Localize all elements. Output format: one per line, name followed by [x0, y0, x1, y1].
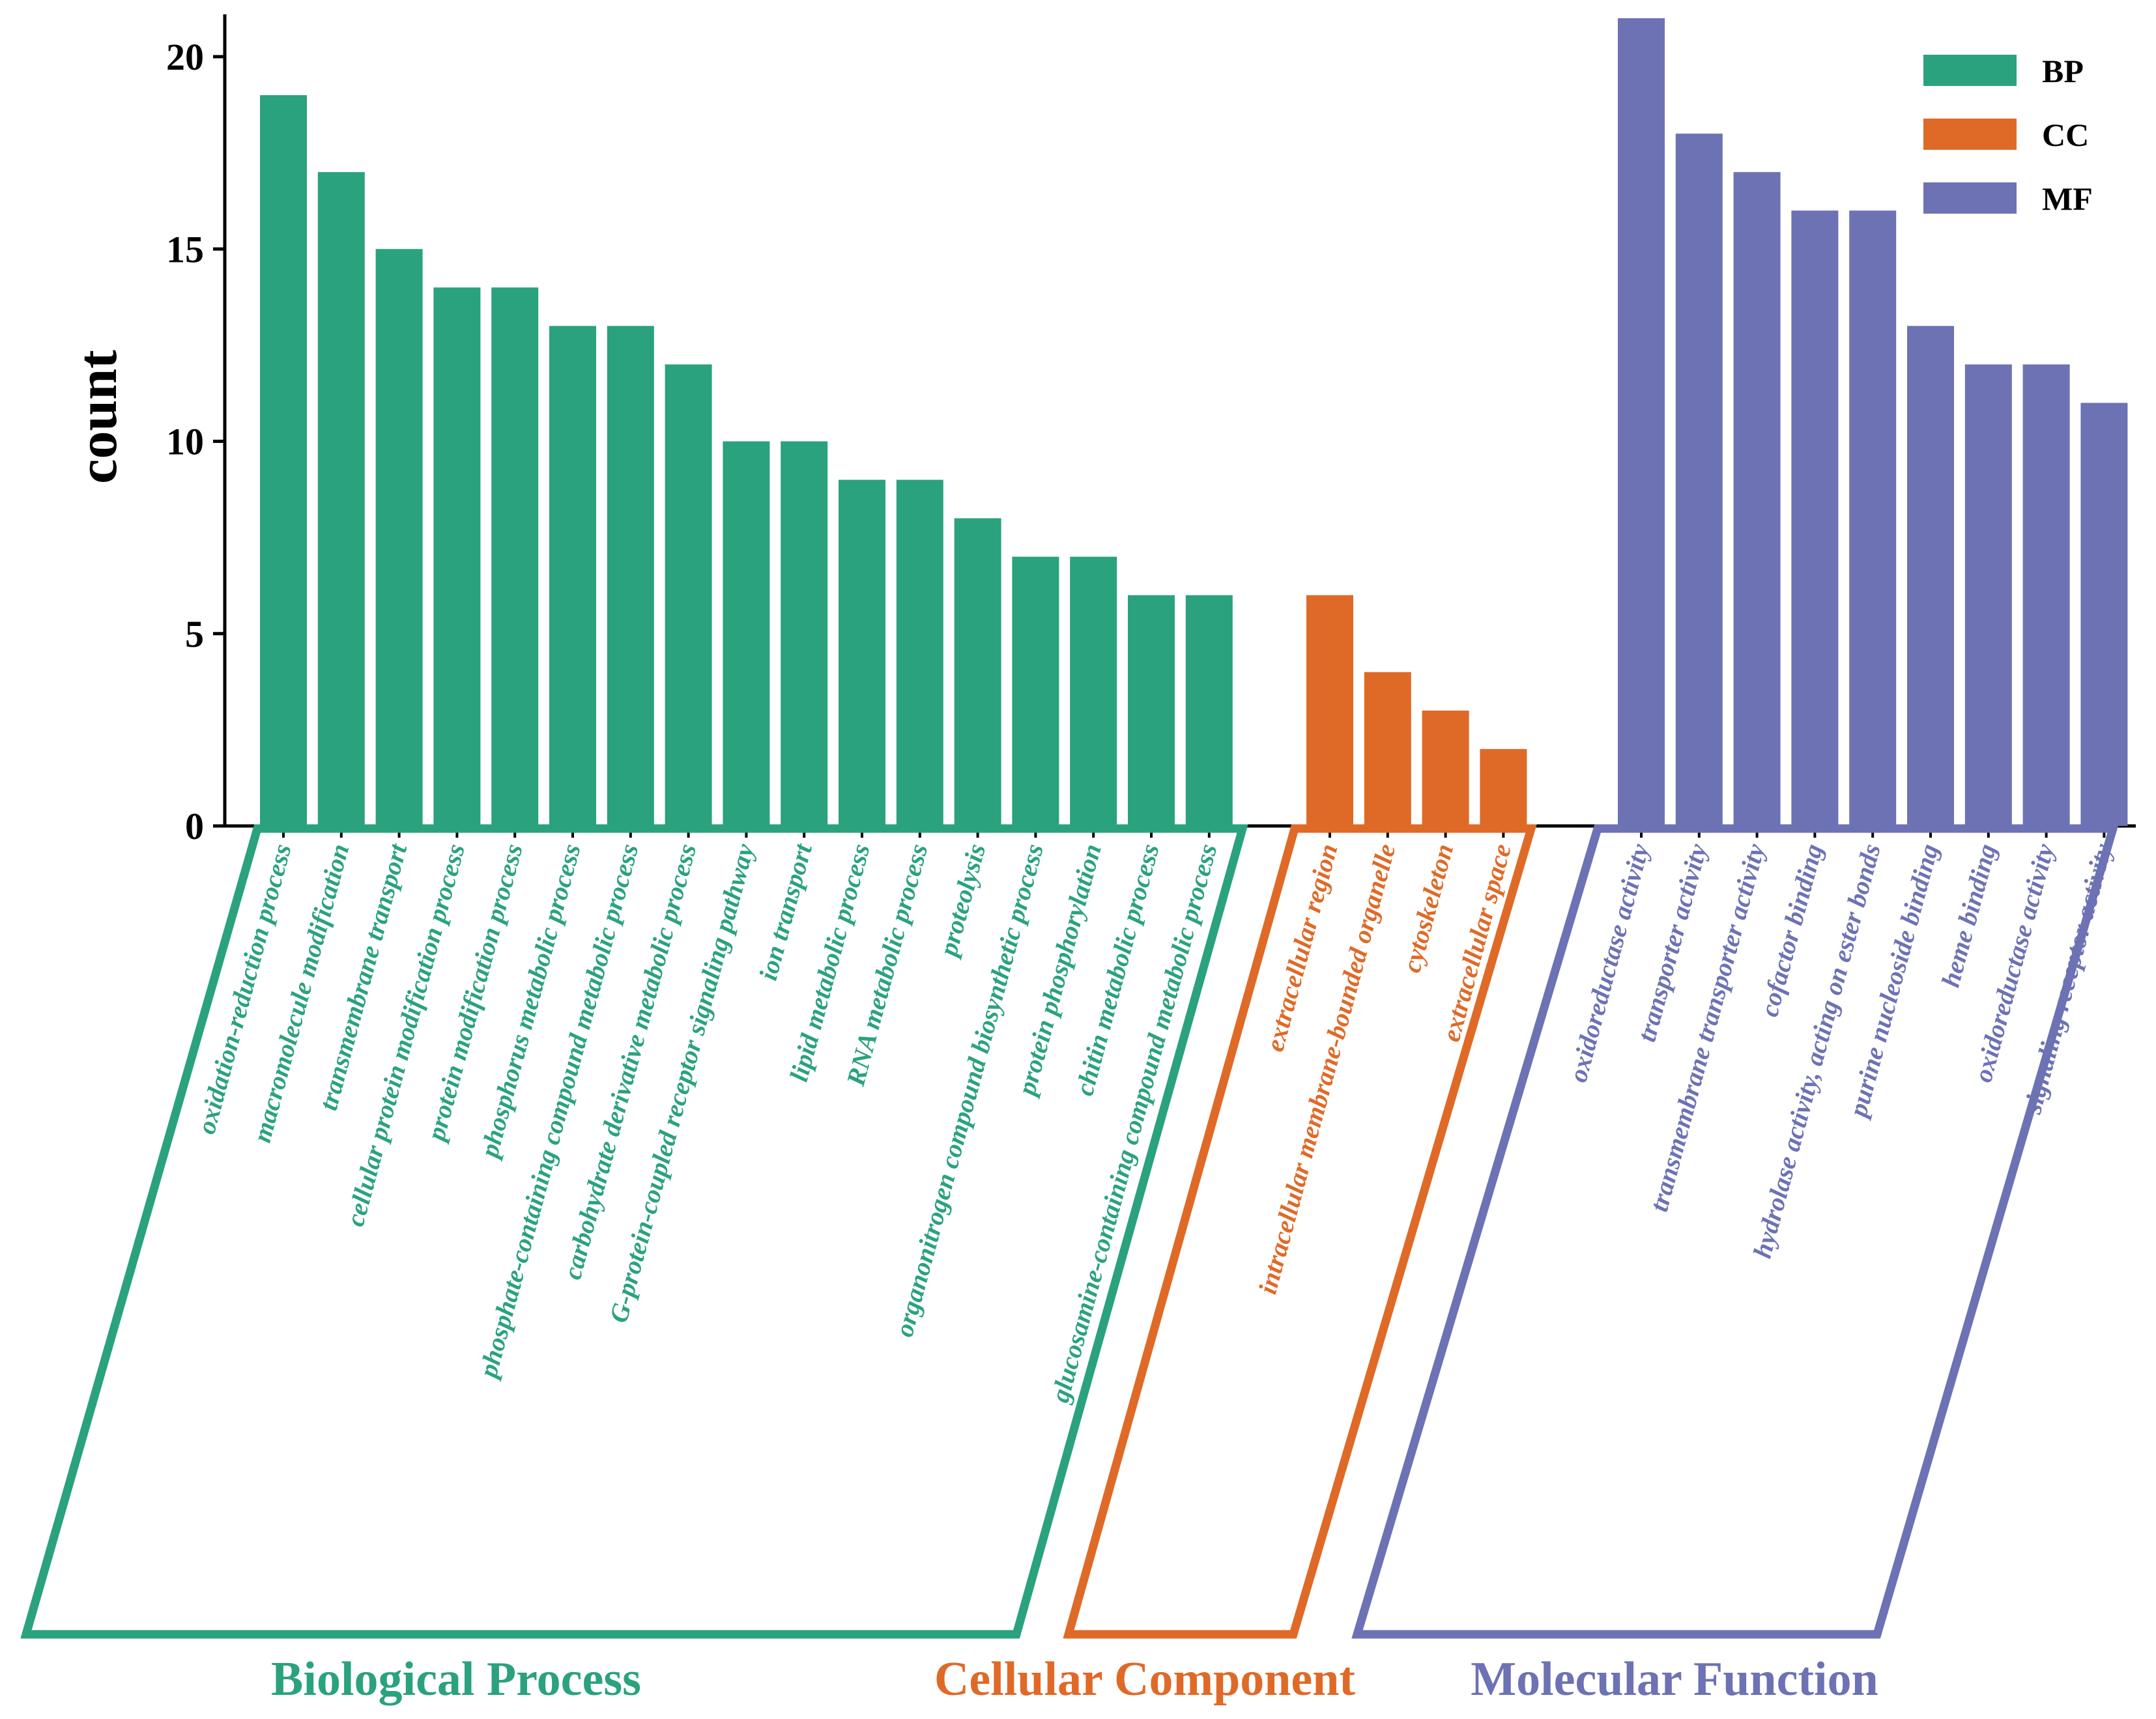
bar-mf-purine-nucleoside-binding — [1907, 326, 1954, 826]
bar-bp-organonitrogen-compound-biosynthetic-process — [1012, 556, 1059, 826]
bar-cc-cytoskeleton — [1422, 710, 1469, 826]
bracket-cc — [1063, 824, 1537, 1639]
y-tick-label: 15 — [166, 228, 204, 270]
bar-bp-lipid-metabolic-process — [839, 479, 885, 826]
bar-bp-protein-modification-process — [491, 287, 539, 826]
bar-cc-extracellular-space — [1480, 748, 1527, 826]
bar-cc-intracellular-membrane-bounded-organelle — [1364, 672, 1411, 826]
group-brackets: Biological Process Cellular Component Mole… — [20, 824, 2119, 1706]
legend-swatch-cc — [1923, 119, 2017, 150]
legend-swatch-bp — [1923, 55, 2017, 86]
bar-bp-ion-transport — [781, 441, 828, 826]
y-tick-label: 10 — [166, 421, 204, 463]
bar-bp-macromolecule-modification — [317, 172, 365, 826]
category-label-ion-transport: ion transport — [753, 840, 818, 984]
y-axis-label: count — [66, 350, 128, 484]
group-title-bp: Biological Process — [271, 1653, 641, 1706]
bracket-bp — [20, 824, 1248, 1639]
bar-bp-phosphorus-metabolic-process — [549, 326, 596, 826]
group-title-cc: Cellular Component — [934, 1653, 1356, 1706]
y-tick-label: 5 — [185, 613, 204, 655]
bar-mf-cofactor-binding — [1791, 210, 1839, 826]
legend-label-bp: BP — [2042, 53, 2084, 89]
bar-mf-oxidoreductase-activity — [1618, 18, 1665, 826]
bar-mf-heme-binding — [1964, 364, 2012, 826]
legend-label-cc: CC — [2042, 117, 2089, 153]
category-label-oxidoreductase-activity: oxidoreductase activity — [1563, 840, 1655, 1085]
bar-bp-rna-metabolic-process — [896, 479, 943, 826]
y-tick-label: 20 — [166, 36, 204, 78]
bar-bp-proteolysis — [954, 518, 1001, 826]
legend-swatch-mf — [1923, 182, 2017, 214]
category-label-heme-binding: heme binding — [1936, 841, 2002, 991]
bar-bp-cellular-protein-modification-process — [433, 287, 481, 826]
bar-bp-g-protein-coupled-receptor-signaling-pathway — [723, 441, 770, 826]
legend: BP CC MF — [1923, 53, 2093, 217]
bar-bp-chitin-metabolic-process — [1128, 595, 1175, 826]
bar-mf-oxidoreductase-activity — [2022, 364, 2070, 826]
bars — [260, 18, 2128, 827]
bracket-mf — [1351, 824, 2119, 1639]
bar-bp-phosphate-containing-compound-metabolic-process — [607, 326, 654, 826]
bar-mf-signaling-receptor-activity — [2080, 403, 2128, 826]
bar-mf-transmembrane-transporter-activity — [1733, 172, 1781, 826]
bar-mf-transporter-activity — [1675, 134, 1723, 827]
category-label-cytoskeleton: cytoskeleton — [1397, 841, 1459, 976]
group-title-mf: Molecular Function — [1471, 1653, 1878, 1706]
bar-mf-hydrolase-activity-acting-on-ester-bonds — [1849, 210, 1897, 826]
category-label-proteolysis: proteolysis — [933, 841, 992, 961]
bar-bp-oxidation-reduction-process — [260, 95, 307, 827]
bar-bp-glucosamine-containing-compound-metabolic-process — [1185, 595, 1233, 826]
legend-label-mf: MF — [2042, 180, 2093, 217]
bar-bp-carbohydrate-derivative-metabolic-process — [665, 364, 712, 826]
bar-bp-transmembrane-transport — [375, 249, 423, 826]
bar-bp-protein-phosphorylation — [1070, 556, 1117, 826]
bar-cc-extracellular-region — [1306, 595, 1353, 826]
y-tick-label: 0 — [185, 805, 204, 847]
